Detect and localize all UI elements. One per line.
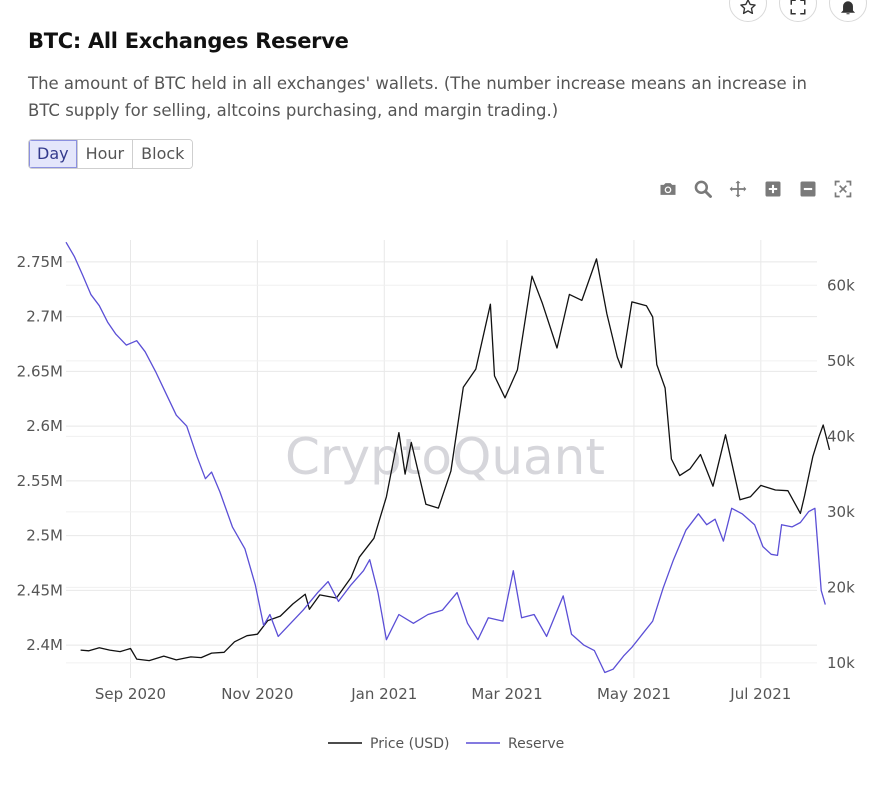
chart-title: BTC: All Exchanges Reserve (28, 29, 349, 53)
pan-button[interactable] (727, 178, 749, 200)
y-left-tick-label: 2.75M (17, 253, 63, 271)
series (65, 241, 831, 674)
zoom-in-icon (765, 181, 781, 197)
zoom-button[interactable] (692, 178, 714, 200)
x-tick-label: Jan 2021 (350, 685, 417, 703)
y-left-tick-label: 2.4M (26, 636, 63, 654)
y-right-tick-label: 40k (827, 427, 855, 445)
x-tick-label: Jul 2021 (729, 685, 791, 703)
tab-block[interactable]: Block (133, 140, 193, 168)
fullscreen-icon (790, 0, 806, 15)
y-right-tick-label: 60k (827, 276, 855, 294)
watermark: CryptoQuant (285, 428, 605, 486)
camera-icon (660, 183, 676, 195)
pan-icon (729, 180, 747, 198)
y-left-tick-label: 2.6M (26, 417, 63, 435)
x-tick-label: Sep 2020 (95, 685, 166, 703)
legend-label: Price (USD) (370, 736, 449, 752)
x-tick-label: Nov 2020 (221, 685, 293, 703)
y-right-tick-label: 30k (827, 503, 855, 521)
top-actions (729, 0, 867, 22)
axes: Sep 2020 Nov 2020 Jan 2021 Mar 2021 May 2021… (17, 253, 855, 703)
y-left-tick-label: 2.55M (17, 472, 63, 490)
y-right-tick-label: 50k (827, 352, 855, 370)
zoom-out-icon (800, 181, 816, 197)
range-selector: Day Hour Block (28, 139, 194, 169)
y-left-tick-label: 2.7M (26, 308, 63, 326)
chart-toolbar (657, 178, 854, 200)
download-png-button[interactable] (657, 178, 679, 200)
x-tick-label: May 2021 (597, 685, 671, 703)
star-icon (740, 0, 756, 15)
zoom-icon (694, 180, 712, 198)
y-right-tick-label: 10k (827, 654, 855, 672)
y-right-tick-label: 20k (827, 578, 855, 596)
autoscale-button[interactable] (832, 178, 854, 200)
y-left-tick-label: 2.5M (26, 527, 63, 545)
y-left-tick-label: 2.65M (17, 362, 63, 380)
price-line (80, 258, 831, 662)
reserve-line (65, 241, 826, 674)
legend-item-reserve[interactable]: Reserve (466, 736, 564, 752)
grid (66, 240, 817, 678)
zoom-out-button[interactable] (797, 178, 819, 200)
legend-item-price[interactable]: Price (USD) (328, 736, 449, 752)
x-tick-label: Mar 2021 (471, 685, 542, 703)
legend-label: Reserve (508, 736, 564, 752)
y-left-tick-label: 2.45M (17, 581, 63, 599)
autoscale-icon (834, 180, 852, 198)
bell-icon (840, 1, 856, 15)
chart-description: The amount of BTC held in all exchanges'… (28, 74, 807, 120)
tab-hour[interactable]: Hour (77, 140, 134, 168)
legend[interactable]: Price (USD) Reserve (328, 736, 564, 752)
zoom-in-button[interactable] (762, 178, 784, 200)
tab-day[interactable]: Day (29, 140, 78, 168)
